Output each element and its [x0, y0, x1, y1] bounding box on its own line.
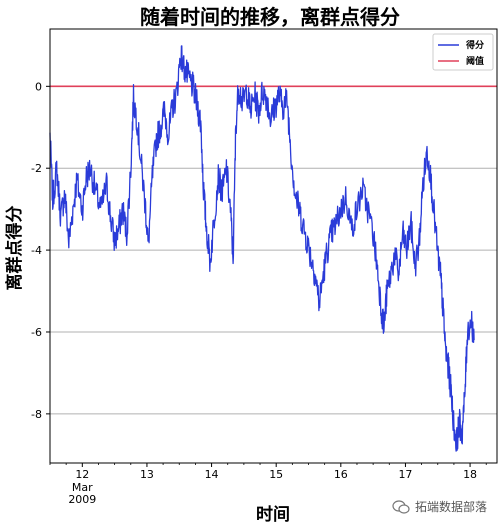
watermark: 拓端数据部落 — [392, 499, 487, 514]
x-tick-label: 15 — [269, 468, 283, 481]
x-tick-label: 16 — [334, 468, 348, 481]
x-tick-sublabel: 2009 — [68, 493, 96, 506]
y-tick-label: -2 — [31, 162, 42, 175]
x-tick-label: 18 — [463, 468, 477, 481]
legend: 得分 阈值 — [432, 33, 494, 71]
score-series-line — [49, 45, 475, 452]
x-tick-label: 13 — [140, 468, 154, 481]
plot-frame — [49, 28, 498, 464]
wechat-icon — [392, 500, 410, 514]
y-tick-label: 0 — [35, 80, 42, 93]
watermark-text: 拓端数据部落 — [415, 499, 487, 514]
legend-score-label: 得分 — [465, 39, 484, 51]
x-tick-label: 17 — [398, 468, 412, 481]
y-axis-title: 离群点得分 — [4, 206, 25, 291]
series-layer — [49, 45, 475, 452]
y-tick-label: -6 — [31, 326, 42, 339]
y-gridlines — [50, 85, 497, 415]
legend-threshold-label: 阈值 — [466, 55, 484, 67]
x-tick-label: 12 — [75, 468, 89, 481]
y-axis-ticks: 0 -2 -4 -6 -8 — [31, 80, 50, 421]
x-tick-sublabel: Mar — [72, 481, 93, 494]
x-axis-title: 时间 — [256, 504, 290, 525]
y-tick-label: -8 — [31, 408, 42, 421]
chart-title: 随着时间的推移，离群点得分 — [140, 5, 400, 29]
x-tick-label: 14 — [205, 468, 219, 481]
y-tick-label: -4 — [31, 244, 42, 257]
